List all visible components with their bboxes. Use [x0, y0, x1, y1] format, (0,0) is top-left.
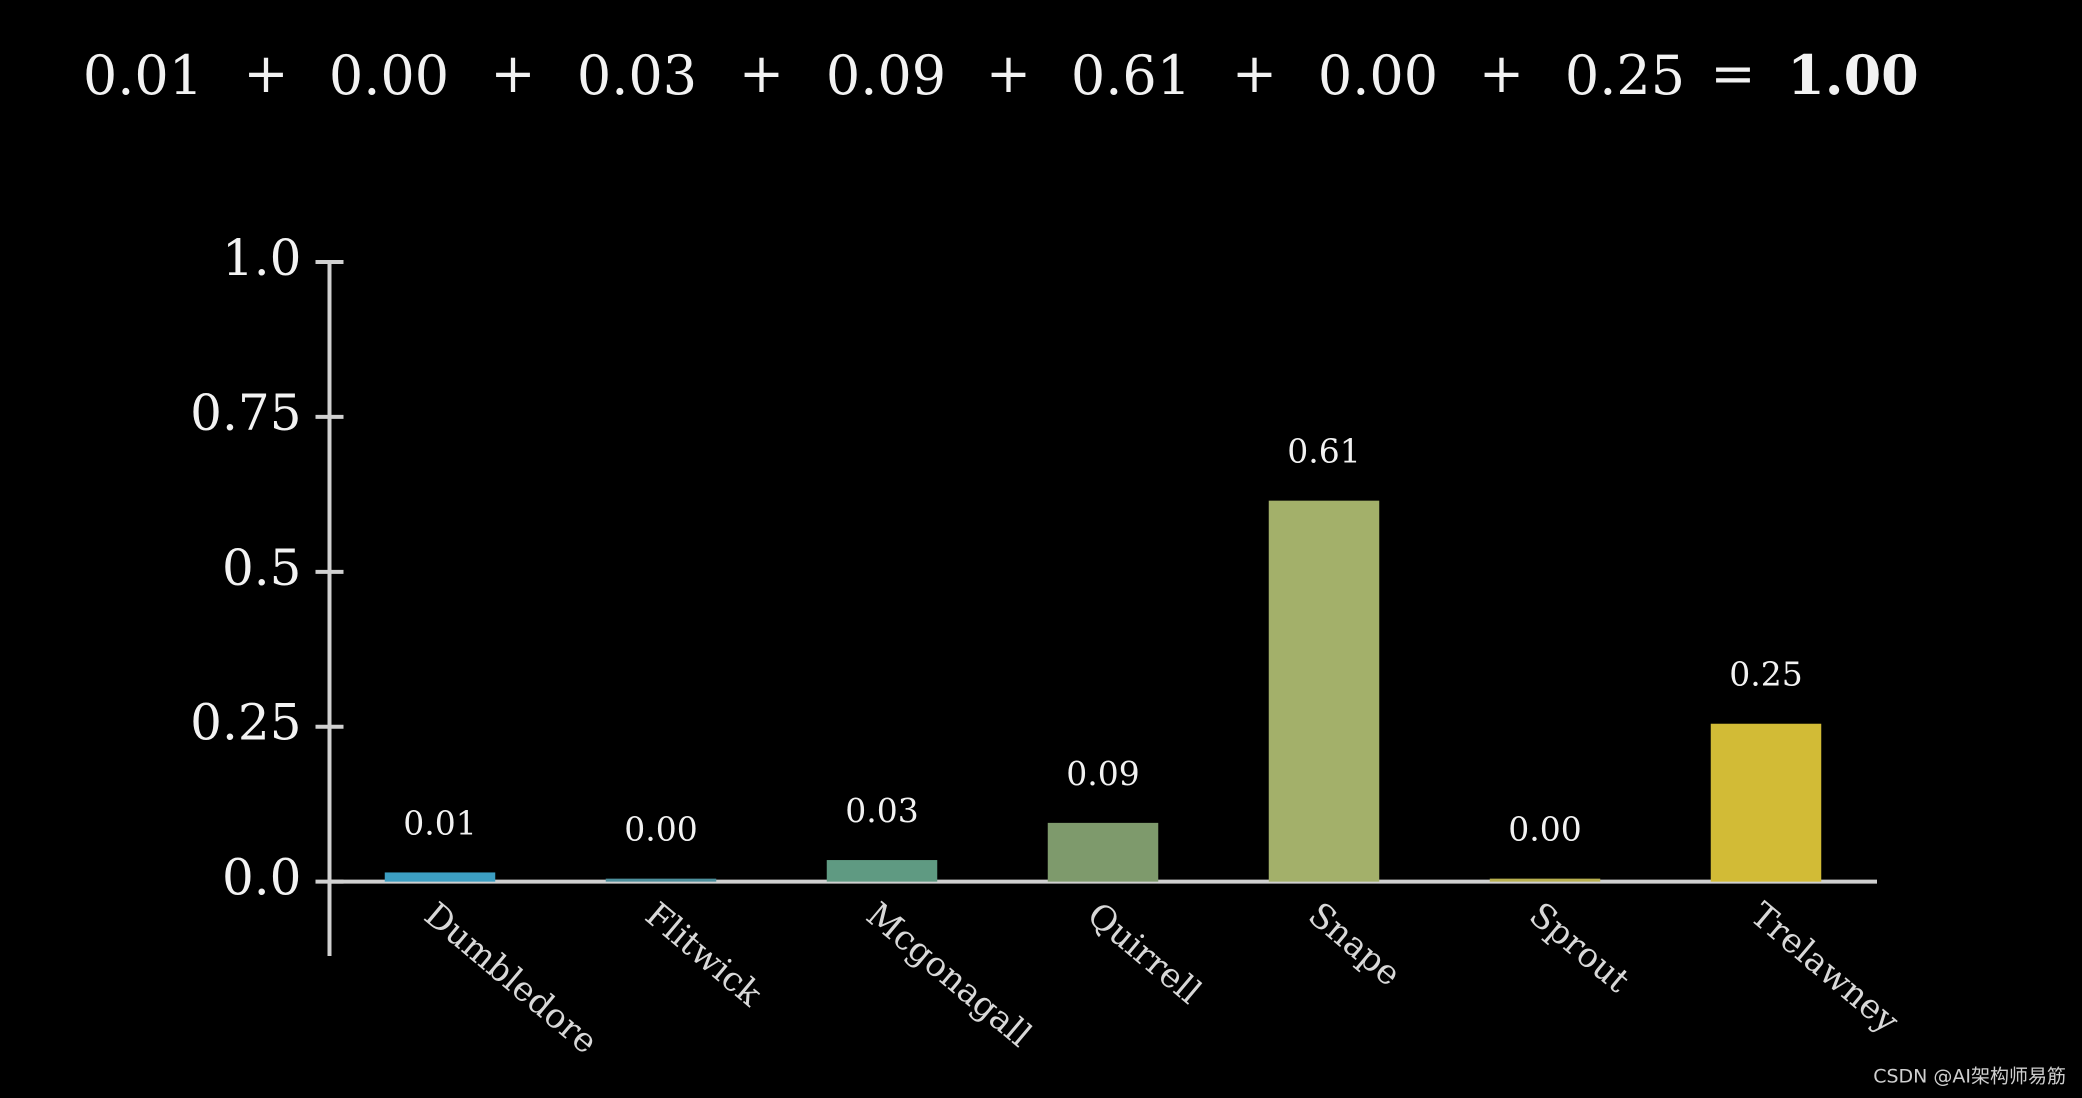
value-label: 0.61: [1287, 432, 1360, 471]
plus-sign: +: [986, 42, 1031, 105]
equation-total: 1.00: [1787, 43, 1919, 107]
bar: [826, 860, 938, 882]
y-tick-label: 0.75: [190, 384, 301, 442]
x-tick-label: Dumbledore: [416, 895, 605, 1062]
plus-sign: +: [739, 42, 784, 105]
bar: [384, 872, 496, 882]
y-tick-label: 1.0: [222, 229, 302, 287]
bar: [605, 878, 717, 882]
watermark: CSDN @AI架构师易筋: [1873, 1066, 2066, 1088]
equation-term: 0.03: [577, 44, 697, 107]
value-label: 0.25: [1729, 655, 1802, 694]
y-tick-label: 0.25: [190, 694, 301, 752]
equals-sign: =: [1710, 42, 1755, 105]
plus-sign: +: [243, 42, 288, 105]
bar: [1047, 822, 1159, 882]
value-label: 0.00: [624, 810, 697, 849]
bar: [1489, 878, 1601, 882]
equation-term: 0.00: [1318, 44, 1438, 107]
x-tick-label: Trelawney: [1742, 895, 1907, 1042]
y-tick-label: 0.0: [222, 849, 302, 907]
equation-term: 0.25: [1565, 44, 1685, 107]
equation-term: 0.61: [1071, 44, 1191, 107]
plus-sign: +: [1479, 42, 1524, 105]
value-label: 0.09: [1066, 754, 1139, 793]
equation-term: 0.00: [329, 44, 449, 107]
value-label: 0.00: [1508, 810, 1581, 849]
bar: [1268, 500, 1380, 882]
plus-sign: +: [490, 42, 535, 105]
y-tick-label: 0.5: [222, 539, 302, 597]
value-label: 0.03: [845, 791, 918, 830]
x-tick-label: Quirrell: [1079, 895, 1208, 1012]
x-tick-label: Snape: [1300, 895, 1408, 995]
x-tick-label: Sprout: [1521, 895, 1637, 1001]
equation-term: 0.09: [826, 44, 946, 107]
bar: [1710, 723, 1822, 882]
value-label: 0.01: [403, 803, 476, 842]
equation-term: 0.01: [83, 44, 203, 107]
plus-sign: +: [1232, 42, 1277, 105]
x-tick-label: Flitwick: [637, 895, 769, 1015]
x-tick-label: Mcgonagall: [858, 895, 1038, 1056]
